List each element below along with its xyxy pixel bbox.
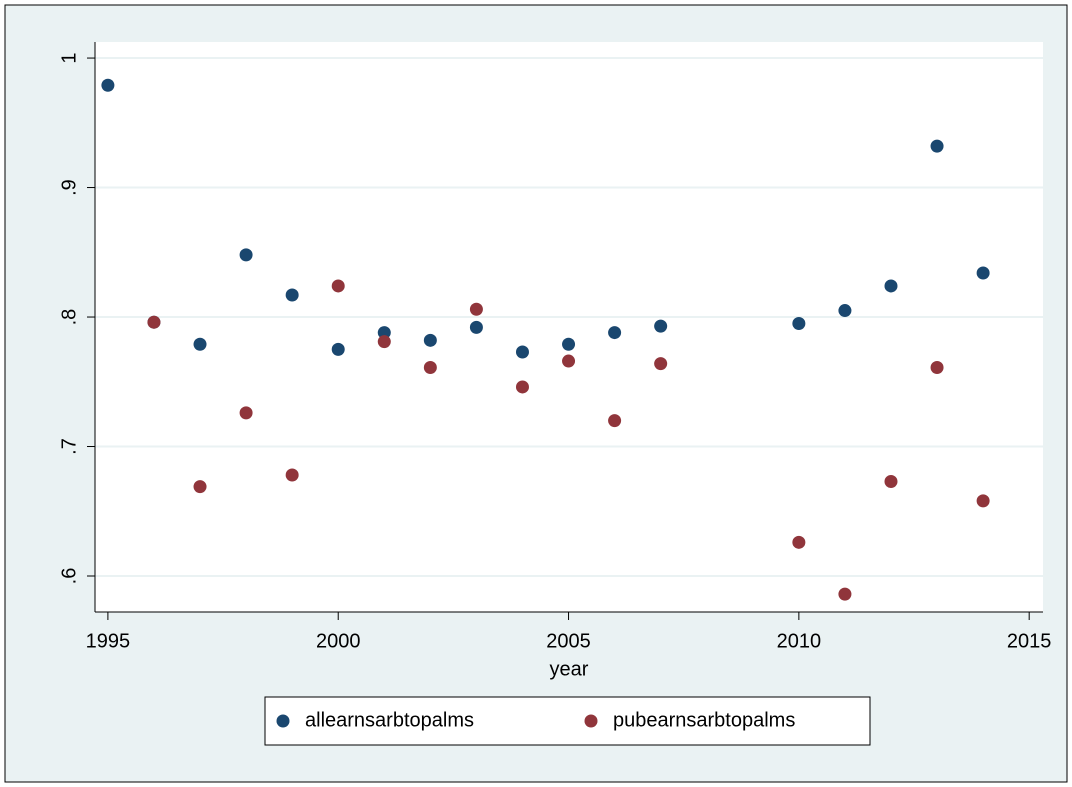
point xyxy=(976,494,990,508)
point xyxy=(285,288,299,302)
legend xyxy=(264,696,871,746)
point xyxy=(515,380,529,394)
point xyxy=(838,304,852,318)
x-tick-label: 2005 xyxy=(546,630,591,652)
point xyxy=(654,319,668,333)
point xyxy=(515,345,529,359)
point xyxy=(101,78,115,92)
legend-label: pubearnsarbtopalms xyxy=(613,709,795,731)
point xyxy=(469,302,483,316)
point xyxy=(930,139,944,153)
point xyxy=(147,315,161,329)
x-tick-label: 1995 xyxy=(86,630,131,652)
point xyxy=(562,337,576,351)
point xyxy=(562,354,576,368)
legend-marker xyxy=(276,714,290,728)
point xyxy=(838,587,852,601)
point xyxy=(239,248,253,262)
y-tick-label: .7 xyxy=(58,438,80,455)
x-tick-label: 2000 xyxy=(316,630,361,652)
y-tick-label: .6 xyxy=(58,568,80,585)
point xyxy=(884,279,898,293)
x-axis-label: year xyxy=(550,658,589,680)
legend-marker xyxy=(584,714,598,728)
y-tick-label: 1 xyxy=(58,52,80,63)
point xyxy=(976,266,990,280)
point xyxy=(792,317,806,331)
point xyxy=(239,406,253,420)
point xyxy=(608,326,622,340)
point xyxy=(331,279,345,293)
x-tick-label: 2015 xyxy=(1007,630,1052,652)
legend-label: allearnsarbtopalms xyxy=(305,709,474,731)
y-tick-label: .9 xyxy=(58,179,80,196)
point xyxy=(331,342,345,356)
point xyxy=(930,361,944,375)
point xyxy=(654,357,668,371)
point xyxy=(884,474,898,488)
point xyxy=(423,361,437,375)
y-tick-label: .8 xyxy=(58,309,80,326)
point xyxy=(792,535,806,549)
plot-area xyxy=(95,42,1043,612)
x-tick-label: 2010 xyxy=(777,630,822,652)
point xyxy=(285,468,299,482)
point xyxy=(423,333,437,347)
point xyxy=(608,414,622,428)
point xyxy=(193,337,207,351)
point xyxy=(377,326,391,340)
point xyxy=(469,320,483,334)
point xyxy=(377,335,391,349)
point xyxy=(193,480,207,494)
